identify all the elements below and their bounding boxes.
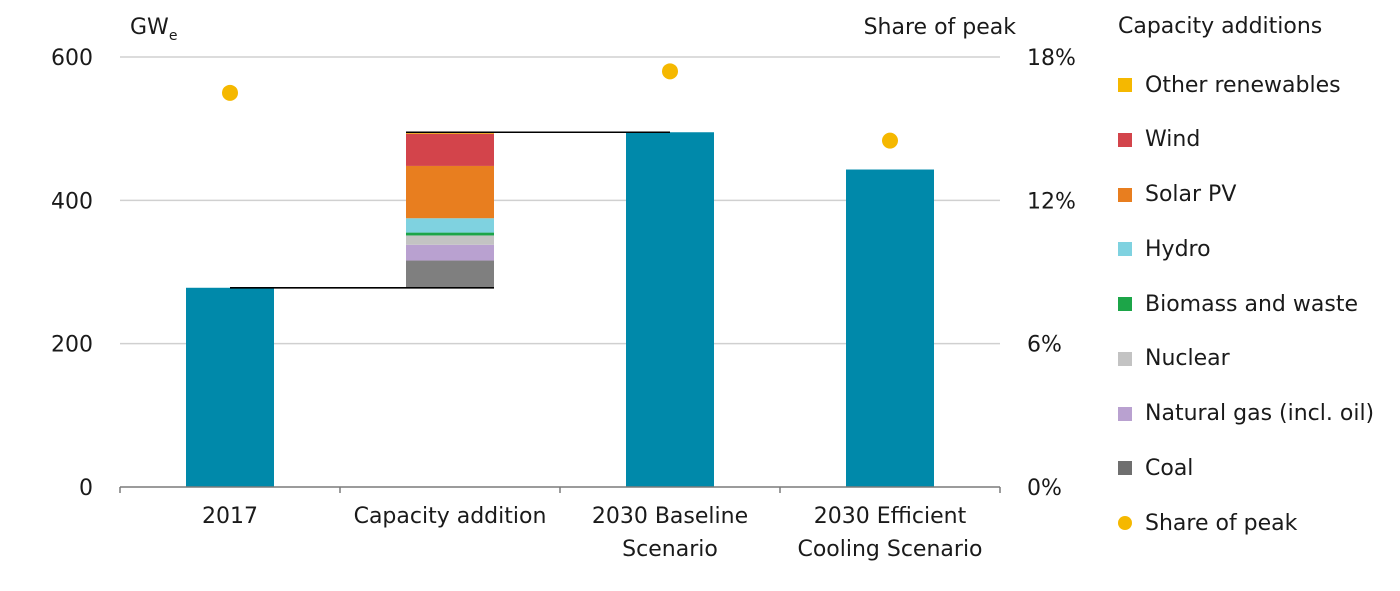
legend-swatch xyxy=(1118,242,1132,257)
share-points xyxy=(222,63,898,149)
legend-swatch xyxy=(1118,406,1132,421)
x-category-label: Scenario xyxy=(622,537,718,562)
legend-label: Solar PV xyxy=(1145,182,1237,207)
y-tick-label: 400 xyxy=(51,189,93,214)
legend-label: Other renewables xyxy=(1145,72,1341,98)
legend-item: Biomass and waste xyxy=(1118,289,1398,319)
legend-label: Biomass and waste xyxy=(1145,291,1358,317)
share-of-peak-point xyxy=(882,132,898,149)
bars xyxy=(186,132,934,487)
legend-circle-marker xyxy=(1118,516,1132,530)
legend-swatch xyxy=(1118,187,1132,202)
legend-item: Coal xyxy=(1118,453,1398,483)
x-category-label: 2017 xyxy=(202,504,258,529)
legend-label: Wind xyxy=(1145,127,1201,153)
x-category-label: Capacity addition xyxy=(354,504,547,529)
axes xyxy=(119,486,1001,493)
legend-swatch xyxy=(1118,351,1132,366)
y2-tick-label: 12% xyxy=(1027,189,1076,214)
addition-segment xyxy=(406,244,494,261)
legend-item: Solar PV xyxy=(1118,180,1398,210)
legend-swatch xyxy=(1118,78,1132,92)
capacity-chart: 0 200 400 600 0% 6% 12% 18% GWe Share of peak 2017… xyxy=(51,15,1076,562)
legend-item: Nuclear xyxy=(1118,344,1398,374)
y2-axis-title: Share of peak xyxy=(864,15,1017,40)
legend: Capacity additions Other renewables Wind S… xyxy=(1118,12,1398,563)
y-axis-title: GWe xyxy=(130,15,177,44)
legend-item: Wind xyxy=(1118,125,1398,155)
legend-swatch xyxy=(1118,132,1132,147)
total-bar xyxy=(846,169,934,487)
legend-item: Natural gas (incl. oil) xyxy=(1118,399,1398,429)
legend-label: Hydro xyxy=(1145,236,1211,262)
addition-segment xyxy=(406,260,494,288)
addition-segment xyxy=(406,218,494,233)
addition-segment xyxy=(406,232,494,236)
y-tick-label: 0 xyxy=(79,476,93,501)
legend-item: Share of peak xyxy=(1118,508,1398,538)
share-of-peak-point xyxy=(662,63,678,80)
y2-tick-label: 6% xyxy=(1027,333,1062,358)
total-bar xyxy=(186,287,274,487)
addition-segment xyxy=(406,133,494,166)
x-category-label: 2030 Efficient xyxy=(814,504,967,529)
legend-item: Hydro xyxy=(1118,234,1398,264)
legend-label: Share of peak xyxy=(1145,510,1298,536)
y-tick-label: 200 xyxy=(51,333,93,358)
legend-label: Coal xyxy=(1145,455,1194,481)
legend-label: Nuclear xyxy=(1145,346,1230,372)
legend-label: Natural gas (incl. oil) xyxy=(1145,401,1375,426)
y2-tick-label: 18% xyxy=(1027,46,1076,71)
legend-swatch xyxy=(1118,461,1132,476)
share-of-peak-point xyxy=(222,84,238,101)
legend-title: Capacity additions xyxy=(1118,14,1323,39)
legend-swatch xyxy=(1118,297,1132,311)
y-tick-label: 600 xyxy=(51,46,93,71)
total-bar xyxy=(626,132,714,487)
connector-lines xyxy=(230,131,670,289)
x-category-label: Cooling Scenario xyxy=(797,537,982,562)
legend-item: Other renewables xyxy=(1118,70,1398,100)
addition-segment xyxy=(406,165,494,219)
addition-segment xyxy=(406,235,494,245)
axis-labels: 0 200 400 600 0% 6% 12% 18% GWe Share of peak 2017… xyxy=(51,15,1076,562)
y2-tick-label: 0% xyxy=(1027,476,1062,501)
x-category-label: 2030 Baseline xyxy=(592,504,748,529)
legend-items: Other renewables Wind Solar PV Hydro Biomass… xyxy=(1118,70,1398,538)
